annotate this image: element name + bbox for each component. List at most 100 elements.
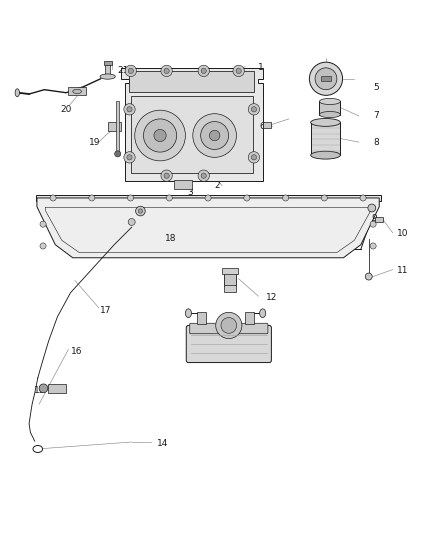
Ellipse shape — [311, 151, 340, 159]
Circle shape — [161, 65, 172, 77]
Text: 2: 2 — [214, 181, 219, 190]
Circle shape — [201, 122, 229, 149]
Circle shape — [315, 68, 337, 90]
Polygon shape — [37, 198, 379, 258]
Bar — [222, 268, 238, 274]
Text: 10: 10 — [397, 229, 408, 238]
Text: 7: 7 — [373, 111, 379, 120]
Circle shape — [50, 195, 56, 201]
Circle shape — [321, 195, 327, 201]
Text: 3: 3 — [188, 188, 194, 197]
Circle shape — [248, 152, 260, 163]
Bar — [224, 270, 236, 286]
Circle shape — [115, 151, 121, 157]
Circle shape — [370, 243, 376, 249]
Circle shape — [125, 65, 137, 77]
Bar — [108, 123, 121, 131]
Circle shape — [164, 68, 169, 74]
Text: 18: 18 — [165, 233, 177, 243]
Text: 14: 14 — [156, 439, 168, 448]
Circle shape — [251, 107, 257, 112]
FancyBboxPatch shape — [186, 326, 272, 362]
Circle shape — [221, 318, 237, 333]
Circle shape — [89, 195, 95, 201]
Circle shape — [193, 114, 237, 157]
Circle shape — [283, 195, 289, 201]
Circle shape — [124, 103, 135, 115]
Circle shape — [233, 65, 244, 77]
Ellipse shape — [15, 89, 19, 96]
Bar — [131, 96, 253, 173]
Polygon shape — [121, 68, 263, 181]
Circle shape — [209, 130, 220, 141]
Text: 19: 19 — [89, 138, 100, 147]
Circle shape — [154, 130, 166, 142]
Circle shape — [127, 107, 132, 112]
Bar — [106, 64, 110, 77]
Circle shape — [40, 221, 46, 227]
Circle shape — [124, 152, 135, 163]
Text: 12: 12 — [266, 293, 277, 302]
Ellipse shape — [319, 99, 340, 104]
Text: 15: 15 — [34, 386, 46, 395]
Bar — [104, 61, 112, 65]
Circle shape — [144, 119, 177, 152]
Text: 17: 17 — [100, 305, 111, 314]
Circle shape — [309, 62, 343, 95]
Circle shape — [368, 204, 376, 212]
Circle shape — [39, 384, 48, 393]
Circle shape — [205, 195, 211, 201]
Text: 21: 21 — [117, 66, 129, 75]
Bar — [35, 195, 381, 200]
Circle shape — [244, 195, 250, 201]
Circle shape — [127, 155, 132, 160]
Circle shape — [198, 65, 209, 77]
Bar — [48, 384, 66, 393]
Ellipse shape — [185, 309, 191, 318]
Bar — [224, 285, 236, 292]
Circle shape — [166, 195, 173, 201]
Circle shape — [138, 209, 143, 213]
Circle shape — [201, 68, 206, 74]
Circle shape — [251, 155, 257, 160]
Bar — [245, 312, 254, 324]
Circle shape — [127, 195, 134, 201]
FancyBboxPatch shape — [190, 323, 268, 334]
Bar — [197, 312, 206, 324]
Text: 4: 4 — [330, 66, 336, 75]
Bar — [263, 122, 272, 128]
Bar — [130, 71, 254, 92]
Text: 16: 16 — [71, 347, 83, 356]
Circle shape — [236, 68, 241, 74]
Text: 9: 9 — [371, 214, 377, 223]
Bar — [68, 87, 86, 95]
Circle shape — [164, 173, 169, 179]
Circle shape — [216, 312, 242, 338]
Bar — [321, 76, 331, 82]
Text: 6: 6 — [260, 122, 265, 131]
Ellipse shape — [260, 309, 266, 318]
Circle shape — [128, 68, 134, 74]
Ellipse shape — [100, 74, 115, 79]
Ellipse shape — [73, 89, 81, 94]
Bar — [375, 217, 383, 222]
Ellipse shape — [311, 118, 340, 126]
Text: 11: 11 — [397, 266, 408, 276]
Circle shape — [370, 221, 376, 227]
Circle shape — [248, 103, 260, 115]
Circle shape — [135, 110, 185, 161]
Circle shape — [360, 195, 366, 201]
Circle shape — [198, 170, 209, 181]
Bar — [116, 101, 120, 154]
Text: 8: 8 — [373, 138, 379, 147]
Circle shape — [201, 173, 206, 179]
Circle shape — [40, 243, 46, 249]
Circle shape — [128, 219, 135, 225]
Text: 20: 20 — [60, 105, 72, 114]
Bar — [174, 180, 192, 189]
Circle shape — [365, 273, 372, 280]
Text: 5: 5 — [373, 83, 379, 92]
Ellipse shape — [319, 111, 340, 118]
Text: 1: 1 — [258, 63, 263, 72]
Circle shape — [161, 170, 172, 181]
